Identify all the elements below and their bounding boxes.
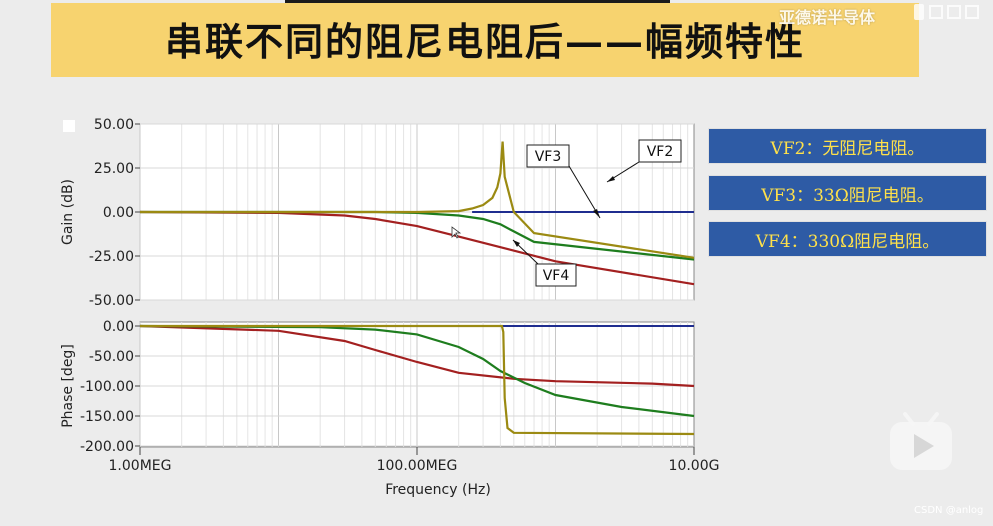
phase-y-tick-label: -150.00 — [80, 409, 134, 425]
phase-y-tick-label: -200.00 — [80, 439, 134, 455]
credit-text: CSDN @anlog — [914, 505, 984, 516]
phase-vf2-series — [140, 324, 695, 436]
svg-text:VF2: VF2 — [647, 144, 674, 160]
vf3-tag: VF3 — [526, 144, 601, 219]
phase-vf4-series — [139, 324, 695, 388]
video-player-icon[interactable] — [887, 410, 955, 474]
watermark-text: 亚德诺半导体 — [779, 8, 876, 27]
x-tick-label: 10.00G — [669, 458, 720, 474]
title-banner: 串联不同的阻尼电阻后——幅频特性 — [51, 3, 919, 77]
vf4-tag: VF4 — [512, 239, 577, 287]
phase-y-tick-label: -100.00 — [80, 379, 134, 395]
phase-y-tick-label: -50.00 — [89, 349, 134, 365]
gain-y-tick-label: 25.00 — [94, 161, 134, 177]
plot-marker — [63, 120, 75, 132]
legend-vf3: VF3：33Ω阻尼电阻。 — [708, 175, 987, 211]
gain-vf2-series — [140, 141, 695, 259]
phase-axis-label: Phase [deg] — [60, 344, 76, 428]
gain-vf4-series — [139, 210, 695, 286]
phase-y-tick-label: 0.00 — [103, 319, 134, 335]
phase-vf3-series — [139, 324, 695, 418]
x-tick-label: 1.00MEG — [109, 458, 172, 474]
legend-vf4: VF4：330Ω阻尼电阻。 — [708, 221, 987, 257]
svg-text:VF4: VF4 — [543, 268, 570, 284]
vf2-tag: VF2 — [606, 139, 682, 183]
x-tick-label: 100.00MEG — [377, 458, 458, 474]
gain-axis-label: Gain (dB) — [60, 179, 76, 245]
svg-text:VF3: VF3 — [535, 149, 562, 165]
slide-title: 串联不同的阻尼电阻后——幅频特性 — [164, 19, 805, 64]
x-axis-label: Frequency (Hz) — [385, 482, 491, 498]
gain-y-tick-label: 50.00 — [94, 117, 134, 133]
watermark-logo-icon — [914, 4, 979, 20]
legend-vf2: VF2：无阻尼电阻。 — [708, 128, 987, 164]
mouse-cursor-icon — [451, 226, 462, 239]
gain-y-tick-label: -50.00 — [89, 293, 134, 309]
gain-y-tick-label: 0.00 — [103, 205, 134, 221]
gain-y-tick-label: -25.00 — [89, 249, 134, 265]
phase-panel — [135, 321, 695, 448]
